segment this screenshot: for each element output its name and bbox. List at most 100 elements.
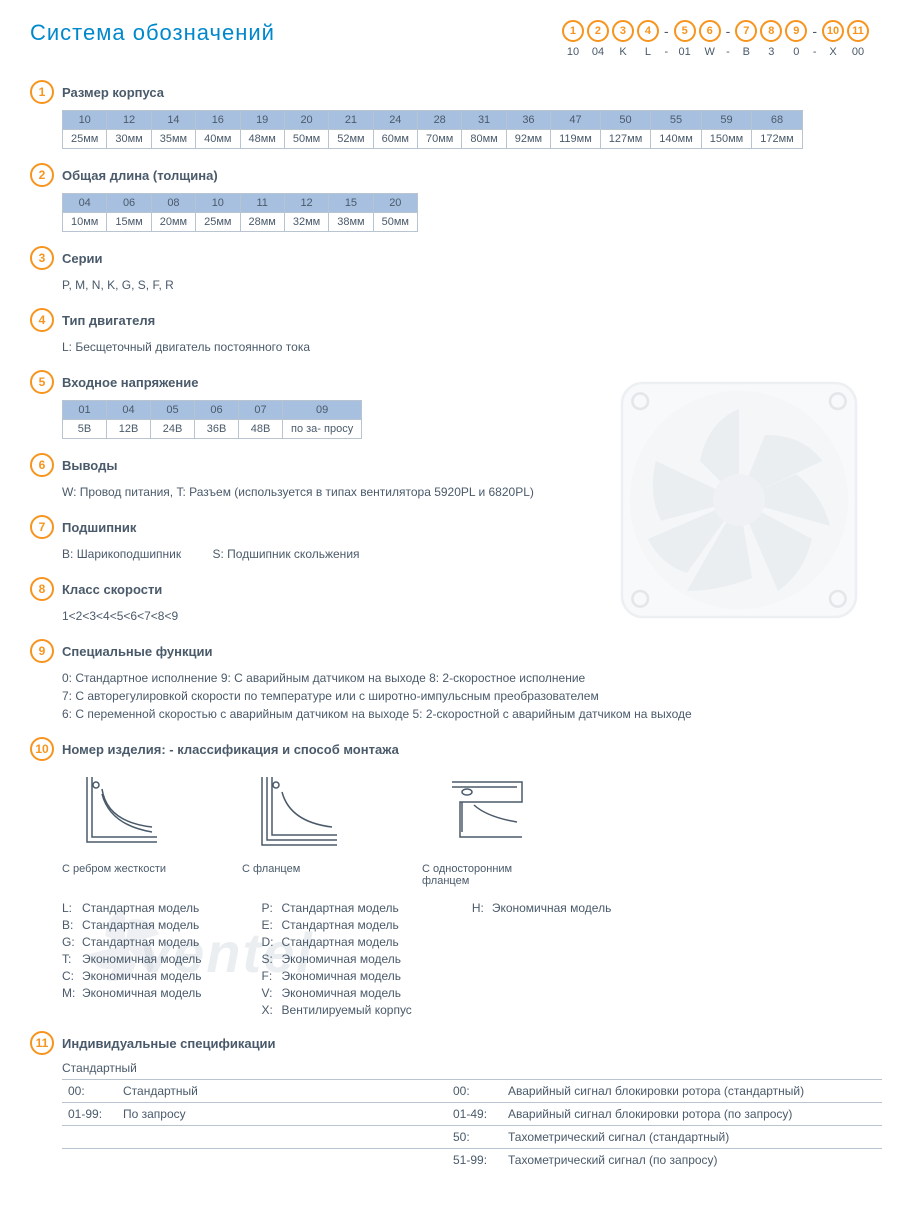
position-number-badge: 4 [637,20,659,42]
section-number-badge: 1 [30,80,54,104]
section-number-badge: 7 [30,515,54,539]
mount-rib-icon [72,767,172,857]
table-header-cell: 55 [651,111,701,130]
position-number-badge: 3 [612,20,634,42]
section-title: Тип двигателя [62,313,155,328]
code-position: 110 [562,20,584,60]
table-header-cell: 06 [195,401,239,420]
mount-flange: С фланцем [242,767,362,887]
model-row: D:Стандартная модель [262,935,412,949]
section-text: 1<2<3<4<5<6<7<8<9 [62,607,869,625]
model-row: T:Экономичная модель [62,952,202,966]
table-cell: 140мм [651,130,701,149]
section-number-badge: 6 [30,453,54,477]
header-row: Система обозначений 1102043K4L--5016W--7… [30,20,869,60]
table-cell: по за- просу [283,420,362,439]
section-number-badge: 9 [30,639,54,663]
model-col-2: P:Стандартная модельE:Стандартная модель… [262,901,412,1017]
model-row: G:Стандартная модель [62,935,202,949]
section-speed-class: 8 Класс скорости 1<2<3<4<5<6<7<8<9 [30,577,869,625]
position-number-badge: 10 [822,20,844,42]
table-header-cell: 10 [63,111,107,130]
spec-row: 00:Стандартный00:Аварийный сигнал блокир… [62,1080,882,1103]
section-text: P, M, N, K, G, S, F, R [62,276,869,294]
section-number-badge: 2 [30,163,54,187]
mount-single-flange: С односторонним фланцем [422,767,542,887]
table-cell: 119мм [551,130,601,149]
table-header-cell: 07 [239,401,283,420]
table-header-cell: 09 [283,401,362,420]
model-row: M:Экономичная модель [62,986,202,1000]
table-header-cell: 20 [373,194,417,213]
section-text: 0: Стандартное исполнение 9: С аварийным… [62,669,869,723]
position-number-badge: 1 [562,20,584,42]
section-text: L: Бесщеточный двигатель постоянного ток… [62,338,869,356]
code-example-strip: 1102043K4L--5016W--7B8390--10X1100 [562,20,869,60]
table-header-cell: 50 [600,111,650,130]
page-title: Система обозначений [30,20,275,46]
section-number-badge: 10 [30,737,54,761]
mount-label: С фланцем [242,863,362,875]
table-header-cell: 04 [63,194,107,213]
spec-subtitle: Стандартный [62,1061,869,1075]
table-cell: 172мм [752,130,802,149]
table-cell: 25мм [63,130,107,149]
position-value: X [829,46,836,60]
position-value: 01 [679,46,691,60]
section-text: W: Провод питания, T: Разъем (использует… [62,483,869,501]
code-position: 3K [612,20,634,60]
mount-single-flange-icon [432,767,532,857]
section-title: Общая длина (толщина) [62,168,218,183]
section-series: 3 Серии P, M, N, K, G, S, F, R [30,246,869,294]
table-header-cell: 59 [701,111,751,130]
mount-label: С односторонним фланцем [422,863,542,887]
table-cell: 60мм [373,130,417,149]
table-header-cell: 15 [329,194,373,213]
model-row: E:Стандартная модель [262,918,412,932]
table-header-cell: 14 [151,111,195,130]
section-individual-spec: 11 Индивидуальные спецификации Стандартн… [30,1031,869,1171]
spec-row: 01-99:По запросу01-49:Аварийный сигнал б… [62,1103,882,1126]
table-cell: 36В [195,420,239,439]
section-number-badge: 5 [30,370,54,394]
model-row: V:Экономичная модель [262,986,412,1000]
code-position: 4L [637,20,659,60]
section-title: Выводы [62,458,117,473]
table-header-cell: 36 [506,111,550,130]
mount-rib: С ребром жесткости [62,767,182,887]
table-header-cell: 31 [462,111,506,130]
table-header-cell: 68 [752,111,802,130]
section-text: B: Шарикоподшипник S: Подшипник скольжен… [62,545,869,563]
model-columns: L:Стандартная модельB:Стандартная модель… [62,901,869,1017]
mount-flange-icon [252,767,352,857]
section-title: Номер изделия: - классификация и способ … [62,742,399,757]
table-cell: 28мм [240,213,284,232]
position-value: B [743,46,750,60]
section-leads: 6 Выводы W: Провод питания, T: Разъем (и… [30,453,869,501]
table-cell: 50мм [284,130,328,149]
table-cell: 50мм [373,213,417,232]
code-position: 90 [785,20,807,60]
table-cell: 150мм [701,130,751,149]
position-number-badge: 2 [587,20,609,42]
position-number-badge: 7 [735,20,757,42]
section-bearing: 7 Подшипник B: Шарикоподшипник S: Подшип… [30,515,869,563]
model-row: X:Вентилируемый корпус [262,1003,412,1017]
frame-size-table: 1012141619202124283136475055596825мм30мм… [62,110,803,149]
mount-label: С ребром жесткости [62,863,182,875]
table-cell: 70мм [418,130,462,149]
table-header-cell: 08 [151,194,195,213]
spec-table: 00:Стандартный00:Аварийный сигнал блокир… [62,1079,882,1171]
table-header-cell: 47 [551,111,601,130]
model-row: L:Стандартная модель [62,901,202,915]
table-cell: 20мм [151,213,195,232]
table-header-cell: 01 [63,401,107,420]
section-number-badge: 11 [30,1031,54,1055]
model-row: S:Экономичная модель [262,952,412,966]
code-position: 6W [699,20,721,60]
section-number-badge: 4 [30,308,54,332]
table-cell: 25мм [196,213,240,232]
model-row: C:Экономичная модель [62,969,202,983]
position-number-badge: 5 [674,20,696,42]
section-special-functions: 9 Специальные функции 0: Стандартное исп… [30,639,869,723]
